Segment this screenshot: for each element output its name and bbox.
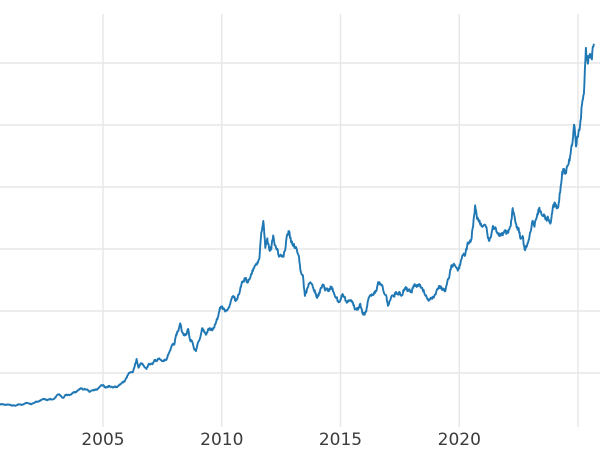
vertical-gridlines (102, 14, 579, 427)
x-tick-label-2010: 2010 (200, 430, 243, 450)
horizontal-gridlines (0, 62, 600, 374)
x-tick-label-2015: 2015 (319, 430, 362, 450)
x-tick-label-2020: 2020 (438, 430, 481, 450)
x-axis-labels: 2005 2010 2015 2020 (81, 430, 481, 450)
x-tick-label-2005: 2005 (81, 430, 124, 450)
price-line (0, 43, 595, 407)
